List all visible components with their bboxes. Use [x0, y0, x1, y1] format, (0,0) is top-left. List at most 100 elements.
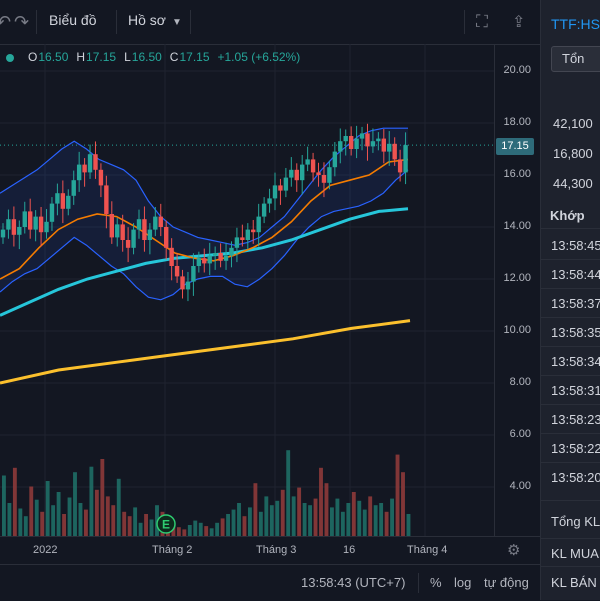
price-axis[interactable]: 20.00 18.00 16.00 14.00 12.00 10.00 8.00 6.00 4.… — [494, 44, 541, 536]
volume-bar — [357, 500, 362, 536]
candle-body — [370, 141, 376, 147]
volume-bar — [12, 467, 17, 536]
candle-body — [104, 185, 109, 214]
chart-type-label: Biểu đồ — [49, 12, 97, 28]
candle-body — [251, 229, 256, 233]
candle-body — [218, 253, 223, 261]
volume-bar — [116, 478, 121, 536]
candle-body — [376, 138, 381, 142]
candle-body — [283, 177, 289, 191]
candle-body — [245, 229, 250, 240]
chart-footer: 13:58:43 (UTC+7) % log tự động — [0, 564, 540, 601]
candle-body — [142, 219, 147, 240]
candle-body — [267, 198, 272, 204]
volume-bar — [291, 496, 296, 536]
chart-type-button[interactable]: Biểu đồ — [49, 12, 96, 28]
candle-body — [169, 247, 174, 266]
price-axis-label: 14.00 — [503, 220, 531, 232]
undo-icon[interactable]: ↶ — [0, 12, 12, 32]
candle-body — [403, 145, 408, 173]
divider — [541, 346, 600, 347]
candle-body — [82, 164, 87, 173]
volume-bar — [308, 505, 312, 536]
volume-bar — [209, 528, 214, 536]
close-key: C — [169, 50, 179, 64]
chart-toolbar: ↶ ↷ Biểu đồ Hồ sơ ▼ ⛶ ⇪ — [0, 0, 540, 45]
volume-bar — [144, 514, 148, 536]
quote-value: 44,300 — [553, 176, 593, 191]
trade-time: 13:58:35 — [551, 325, 600, 340]
profile-button[interactable]: Hồ sơ ▼ — [128, 12, 182, 28]
quote-value: 42,100 — [553, 116, 593, 131]
trade-time: 13:58:34 — [551, 354, 600, 369]
candle-body — [28, 211, 33, 230]
candle-body — [185, 281, 191, 290]
log-toggle[interactable]: log — [454, 575, 472, 590]
candle-body — [115, 224, 120, 238]
candle-body — [240, 237, 245, 240]
auto-toggle[interactable]: tự động — [484, 575, 529, 590]
volume-bar — [297, 487, 302, 536]
volume-bar — [351, 492, 356, 536]
ma-long-line — [0, 319, 411, 385]
volume-bar — [34, 499, 39, 536]
trade-time: 13:58:37 — [551, 296, 600, 311]
volume-bar — [73, 472, 77, 536]
candle-body — [338, 141, 343, 152]
volume-bar — [67, 497, 72, 536]
volume-bar — [171, 525, 176, 536]
chart-panel[interactable]: E O16.50 H17.15 L16.50 C17.15 +1.05 (+6.52%)… — [0, 44, 540, 536]
toolbar-divider — [190, 10, 191, 34]
volume-bar — [149, 519, 154, 536]
volume-bar — [286, 450, 291, 536]
candle-body — [202, 258, 207, 264]
share-icon[interactable]: ⇪ — [512, 14, 526, 31]
divider — [541, 259, 600, 260]
redo-icon[interactable]: ↷ — [14, 12, 30, 32]
price-axis-label: 10.00 — [503, 324, 531, 336]
volume-bar — [340, 511, 345, 536]
candle-body — [196, 258, 202, 266]
chevron-down-icon: ▼ — [171, 17, 182, 28]
volume-bar — [302, 503, 307, 536]
time-axis[interactable]: 2022 Tháng 2 Tháng 3 16 Tháng 4 ⚙ — [0, 536, 540, 565]
settings-gear-icon[interactable]: ⚙ — [507, 542, 521, 559]
volume-bar — [23, 516, 28, 536]
fullscreen-icon[interactable]: ⛶ — [476, 12, 488, 31]
volume-bar — [346, 503, 351, 536]
trades-header: Khớp — [550, 208, 585, 223]
volume-bar — [193, 520, 198, 536]
candle-body — [11, 219, 17, 235]
candle-body — [71, 180, 76, 196]
volume-bar — [242, 516, 247, 536]
candle-body — [38, 216, 44, 233]
ticker-label[interactable]: TTF:HS — [551, 16, 600, 32]
volume-bar — [231, 509, 236, 536]
percent-toggle[interactable]: % — [430, 575, 442, 590]
volume-bar — [384, 511, 389, 536]
candle-body — [300, 164, 305, 181]
footer-divider — [418, 573, 419, 593]
trade-time: 13:58:31 — [551, 383, 600, 398]
candle-body — [310, 159, 316, 173]
volume-bar — [105, 496, 110, 536]
divider — [541, 317, 600, 318]
volume-bar — [280, 489, 285, 536]
volume-bar — [226, 514, 230, 536]
candle-body — [125, 240, 131, 248]
low-value: 16.50 — [131, 50, 162, 64]
volume-bar — [45, 481, 50, 536]
volume-bar — [237, 503, 241, 536]
summary-tab[interactable]: Tổn — [551, 46, 600, 72]
candle-body — [327, 167, 332, 183]
candle-body — [55, 193, 60, 204]
earnings-marker-label: E — [162, 518, 170, 532]
candle-body — [147, 229, 153, 240]
buy-volume-label: KL MUA — [551, 546, 599, 561]
candle-body — [223, 255, 229, 261]
time-axis-label: Tháng 2 — [152, 544, 193, 556]
volume-bar — [18, 508, 23, 536]
low-key: L — [124, 50, 131, 64]
chart-canvas[interactable]: E — [0, 44, 494, 536]
price-axis-label: 16.00 — [503, 168, 531, 180]
